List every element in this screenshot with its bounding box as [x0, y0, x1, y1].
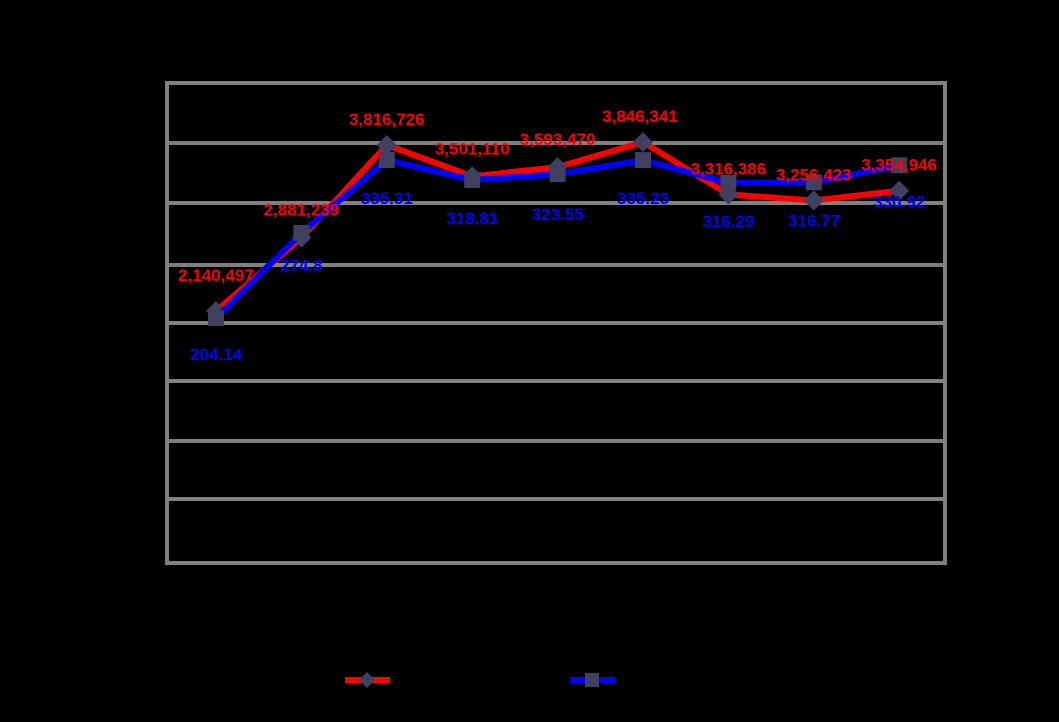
data-label: 204.14 — [190, 345, 243, 364]
data-point-marker — [889, 180, 910, 201]
data-label: 3,354,946 — [861, 156, 937, 175]
legend-swatch-marker — [585, 673, 599, 687]
data-label: 323.55 — [532, 205, 584, 224]
data-label-layer: 2,140,497 2,881,239 3,816,726 3,501,110 3,59… — [178, 107, 937, 364]
data-point-marker — [805, 174, 822, 191]
data-label: 3,256,423 — [776, 165, 852, 184]
data-point-marker — [549, 166, 566, 183]
legend-swatch-marker — [359, 672, 375, 688]
data-point-marker — [293, 224, 310, 241]
data-label: 2,881,239 — [264, 201, 340, 220]
data-point-marker — [720, 174, 737, 191]
data-point-marker — [208, 310, 224, 326]
series-layer — [206, 132, 910, 326]
grid-layer — [167, 83, 945, 563]
data-point-marker — [633, 132, 653, 153]
data-point-marker — [378, 152, 395, 168]
data-label: 316.77 — [788, 211, 840, 230]
data-point-marker — [803, 190, 824, 211]
data-label: 316.29 — [702, 212, 754, 231]
legend — [345, 672, 615, 688]
data-label: 3,316,386 — [691, 160, 767, 179]
plot-area — [165, 81, 947, 565]
data-label: 335.23 — [617, 189, 669, 208]
data-point-marker — [635, 152, 651, 169]
data-label: 3,593,470 — [520, 130, 596, 149]
data-point-marker — [464, 171, 481, 188]
data-label: 3,816,726 — [349, 110, 425, 129]
data-label: 2,140,497 — [178, 266, 254, 285]
data-label: 335.31 — [361, 189, 413, 208]
data-label: 3,501,110 — [435, 139, 510, 158]
data-label: 3,846,341 — [602, 107, 678, 126]
data-label: 330.92 — [873, 192, 925, 211]
data-point-marker — [376, 135, 397, 155]
data-point-marker — [891, 157, 908, 174]
data-label: 318.81 — [446, 209, 498, 228]
data-label: 274.8 — [280, 256, 323, 275]
